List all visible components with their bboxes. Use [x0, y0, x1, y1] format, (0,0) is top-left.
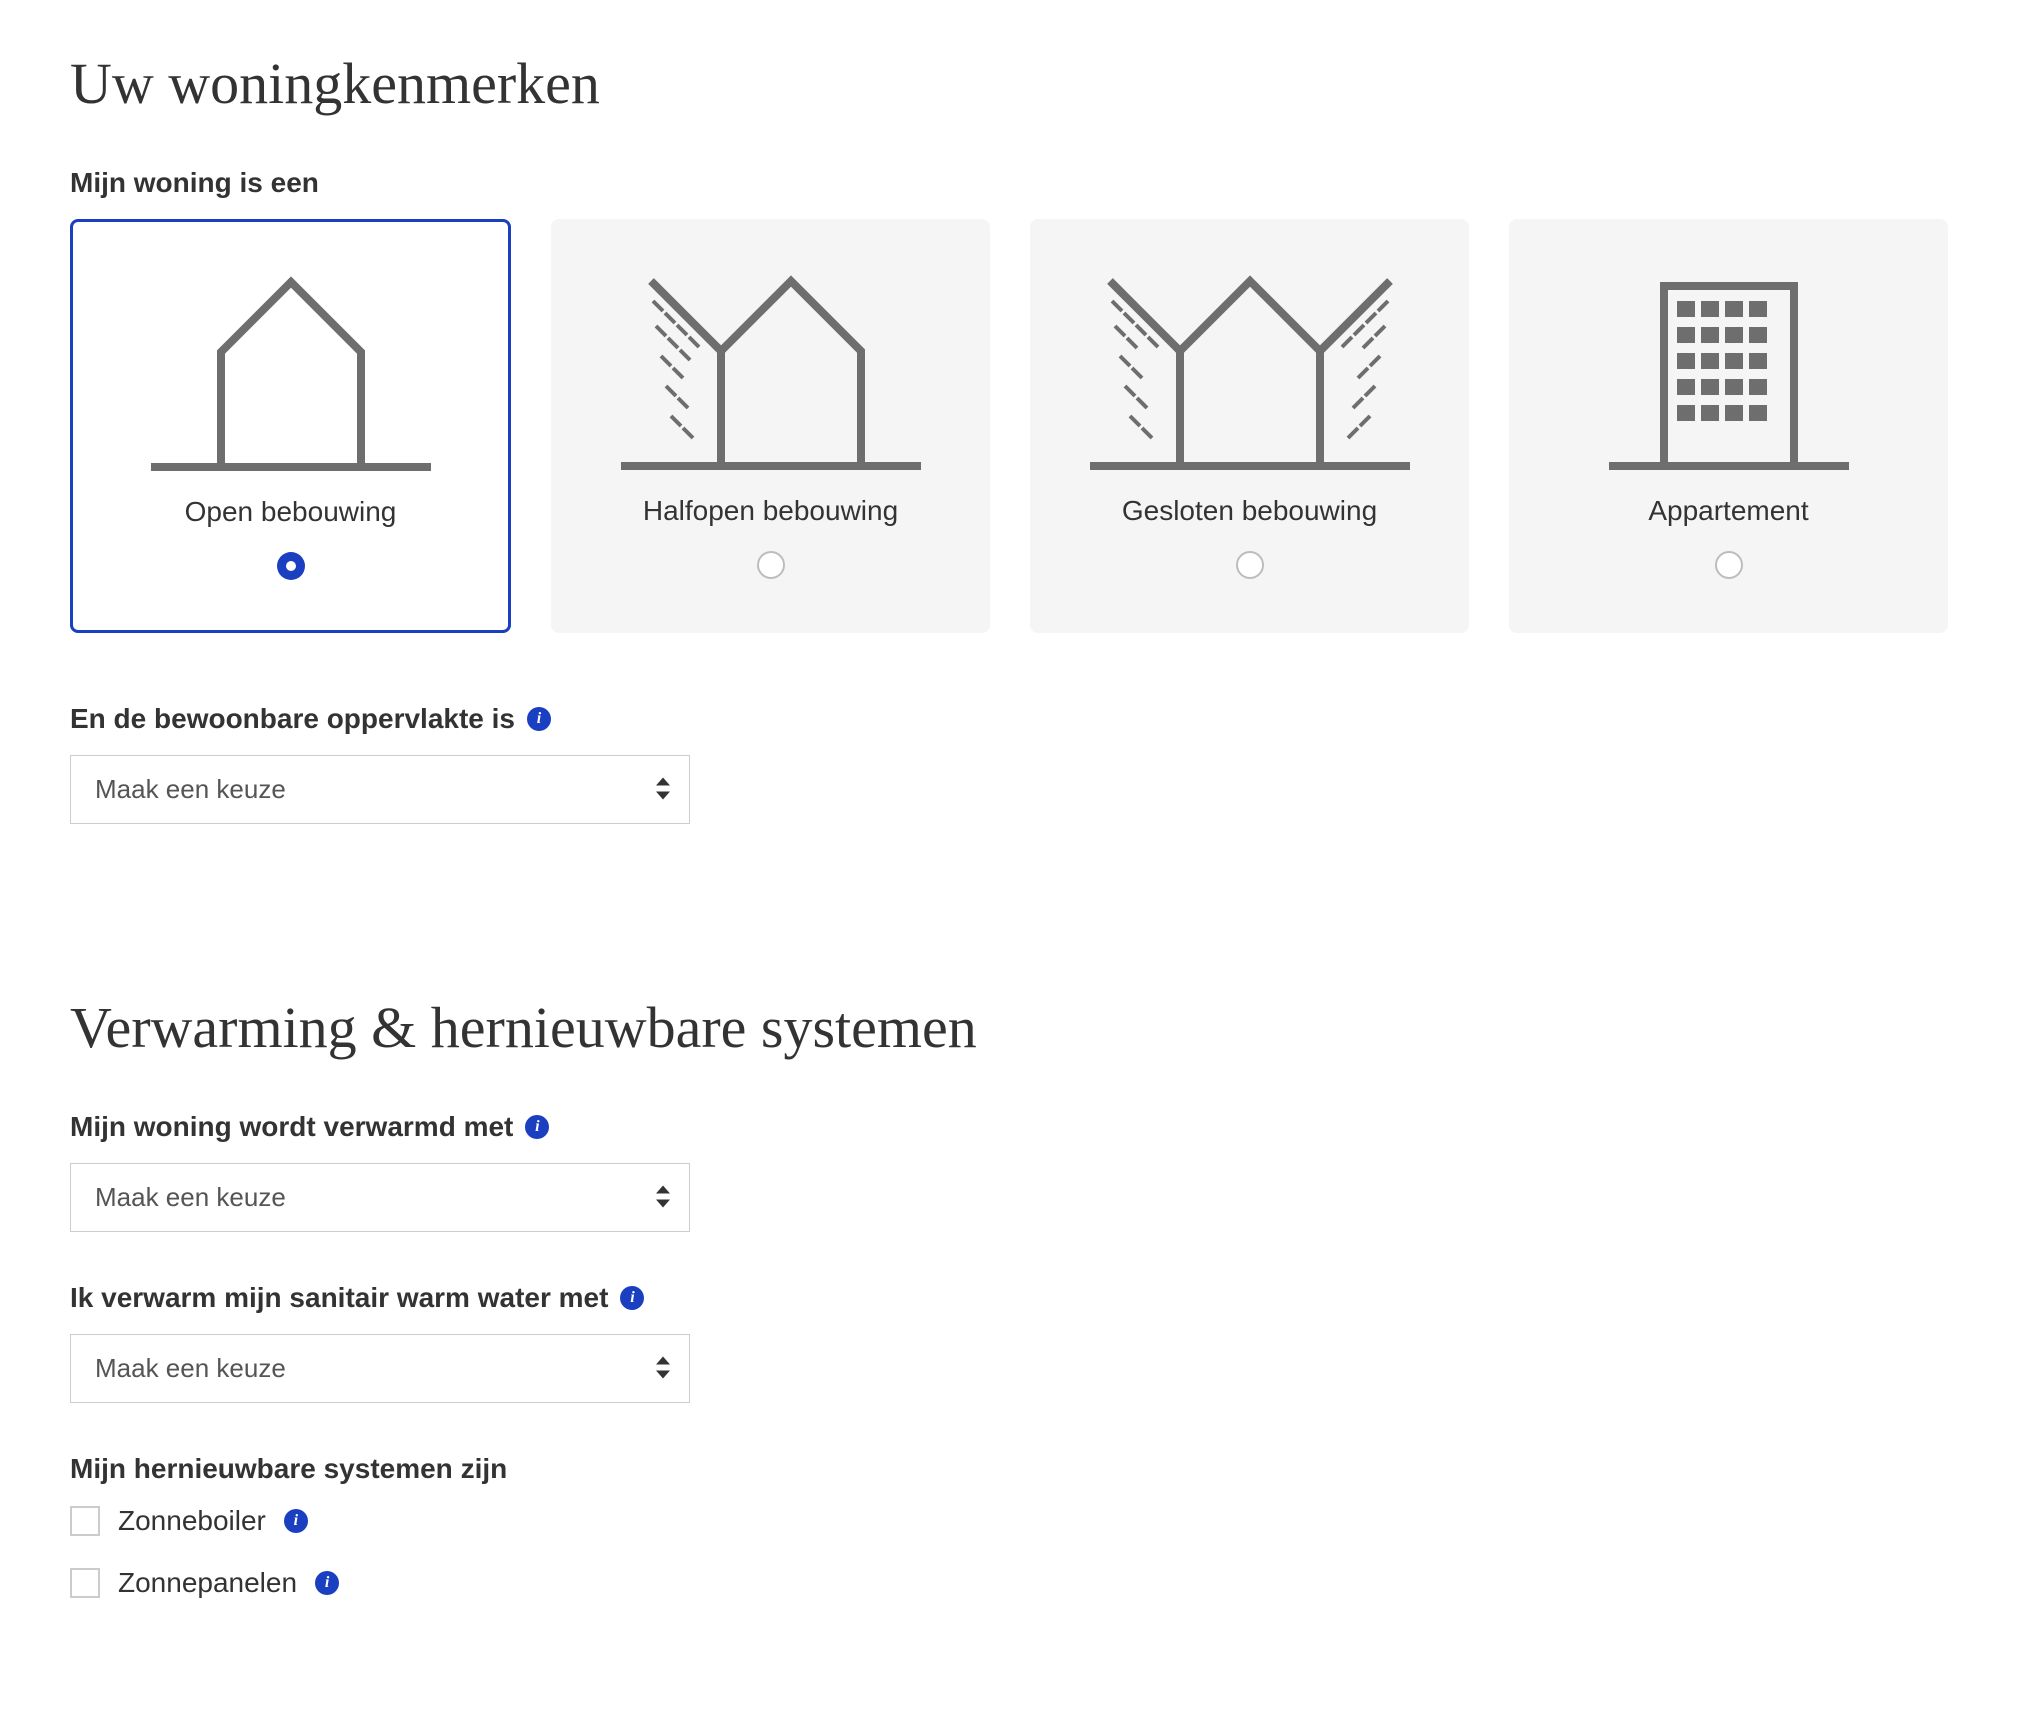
- option-gesloten-bebouwing[interactable]: Gesloten bebouwing: [1030, 219, 1469, 633]
- option-halfopen-bebouwing[interactable]: Halfopen bebouwing: [551, 219, 990, 633]
- info-icon[interactable]: i: [315, 1571, 339, 1595]
- radio-indicator: [277, 552, 305, 580]
- renewables-label: Mijn hernieuwbare systemen zijn: [70, 1453, 1948, 1485]
- radio-indicator: [757, 551, 785, 579]
- info-icon[interactable]: i: [620, 1286, 644, 1310]
- heating-select[interactable]: Maak een keuze: [70, 1163, 690, 1232]
- checkbox-input[interactable]: [70, 1568, 100, 1598]
- checkbox-zonneboiler[interactable]: Zonneboiler i: [70, 1505, 1948, 1537]
- housing-type-label: Mijn woning is een: [70, 167, 1948, 199]
- checkbox-label: Zonneboiler: [118, 1505, 266, 1537]
- info-icon[interactable]: i: [525, 1115, 549, 1139]
- option-label: Appartement: [1648, 495, 1808, 527]
- radio-indicator: [1236, 551, 1264, 579]
- checkbox-label: Zonnepanelen: [118, 1567, 297, 1599]
- sanitary-label: Ik verwarm mijn sanitair warm water met …: [70, 1282, 1948, 1314]
- heating-label-text: Mijn woning wordt verwarmd met: [70, 1111, 513, 1143]
- housing-type-label-text: Mijn woning is een: [70, 167, 319, 199]
- section-title-housing: Uw woningkenmerken: [70, 50, 1948, 117]
- apartment-icon: [1549, 261, 1909, 471]
- surface-select[interactable]: Maak een keuze: [70, 755, 690, 824]
- housing-type-options: Open bebouwing: [70, 219, 1948, 633]
- info-icon[interactable]: i: [527, 707, 551, 731]
- surface-label: En de bewoonbare oppervlakte is i: [70, 703, 1948, 735]
- sanitary-select[interactable]: Maak een keuze: [70, 1334, 690, 1403]
- option-label: Open bebouwing: [185, 496, 397, 528]
- house-detached-icon: [111, 262, 471, 472]
- heating-label: Mijn woning wordt verwarmd met i: [70, 1111, 1948, 1143]
- surface-label-text: En de bewoonbare oppervlakte is: [70, 703, 515, 735]
- info-icon[interactable]: i: [284, 1509, 308, 1533]
- option-appartement[interactable]: Appartement: [1509, 219, 1948, 633]
- section-title-heating: Verwarming & hernieuwbare systemen: [70, 994, 1948, 1061]
- sanitary-label-text: Ik verwarm mijn sanitair warm water met: [70, 1282, 608, 1314]
- checkbox-zonnepanelen[interactable]: Zonnepanelen i: [70, 1567, 1948, 1599]
- option-label: Halfopen bebouwing: [643, 495, 898, 527]
- renewables-label-text: Mijn hernieuwbare systemen zijn: [70, 1453, 507, 1485]
- house-terraced-icon: [1070, 261, 1430, 471]
- checkbox-input[interactable]: [70, 1506, 100, 1536]
- house-semi-detached-icon: [591, 261, 951, 471]
- option-open-bebouwing[interactable]: Open bebouwing: [70, 219, 511, 633]
- option-label: Gesloten bebouwing: [1122, 495, 1377, 527]
- radio-indicator: [1715, 551, 1743, 579]
